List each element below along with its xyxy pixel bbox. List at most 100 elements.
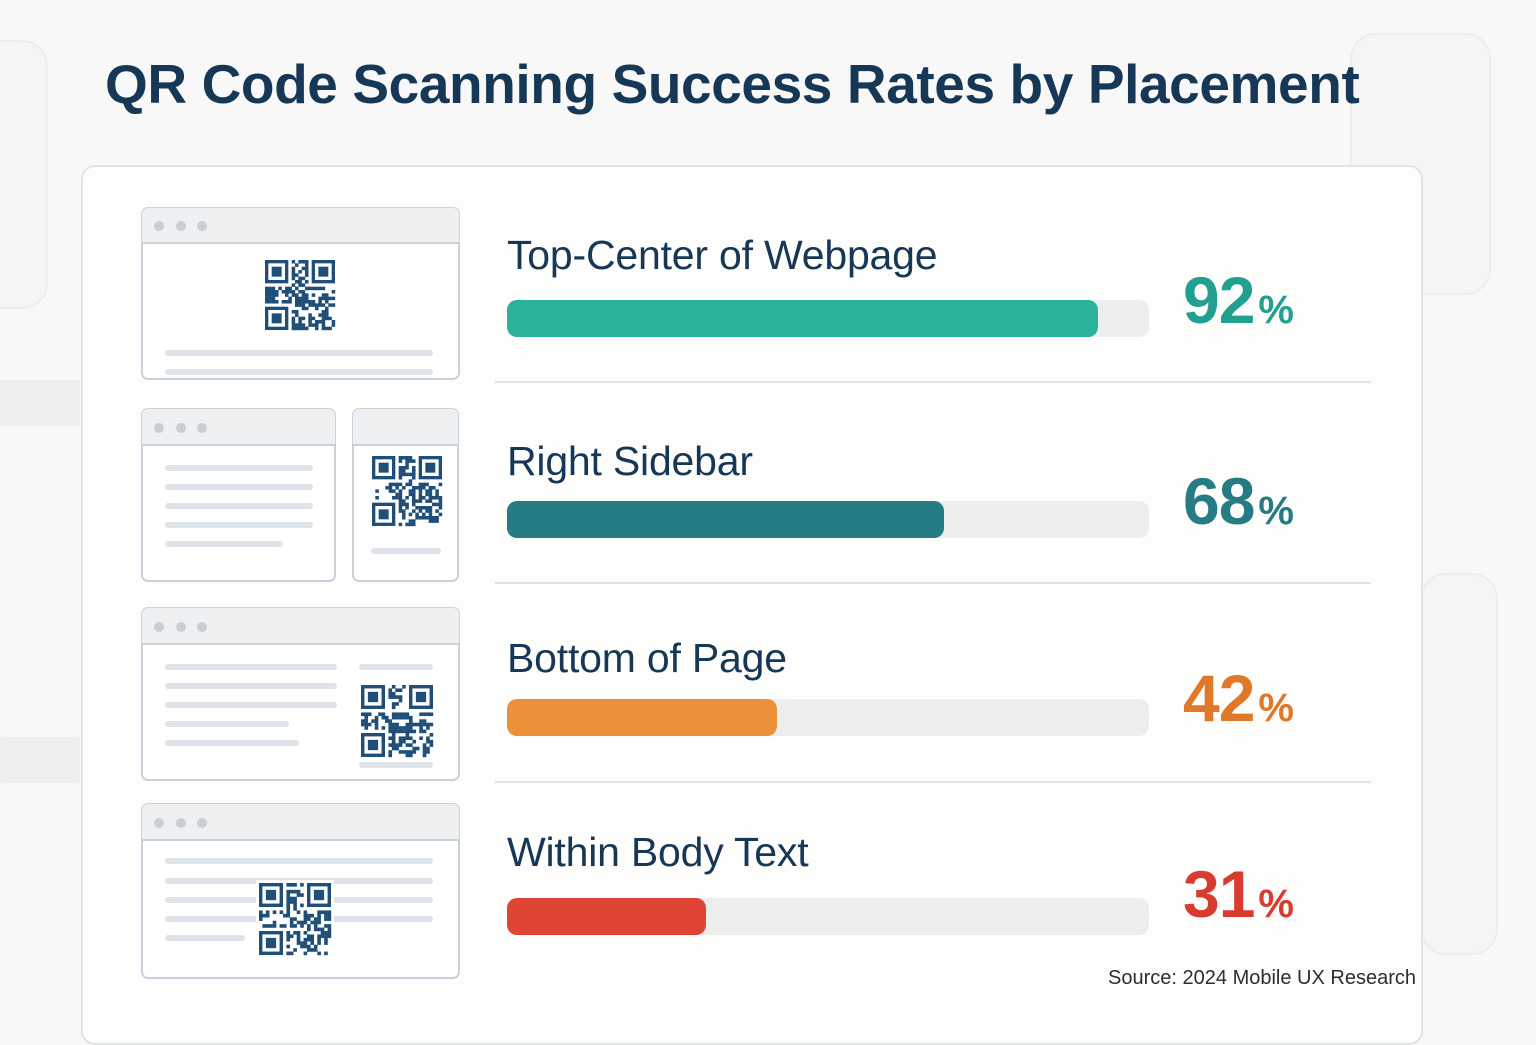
qr-module xyxy=(325,326,329,331)
qr-module xyxy=(286,907,291,911)
qr-module xyxy=(388,489,393,493)
qr-module xyxy=(378,462,389,473)
qr-module xyxy=(435,496,439,500)
qr-right-sidebar-thumbnail-icon xyxy=(141,408,463,589)
qr-module xyxy=(320,910,325,915)
category-label: Bottom of Page xyxy=(507,635,787,681)
qr-module xyxy=(425,509,429,513)
qr-module xyxy=(301,326,306,331)
qr-module xyxy=(395,688,399,693)
qr-module xyxy=(435,489,439,493)
qr-module xyxy=(318,313,322,317)
qr-module xyxy=(318,266,329,277)
qr-module xyxy=(293,889,297,894)
qr-module xyxy=(295,326,299,331)
qr-module xyxy=(428,489,433,493)
qr-module xyxy=(398,476,403,480)
qr-module xyxy=(325,313,329,317)
qr-module xyxy=(286,896,291,901)
qr-module xyxy=(286,934,291,939)
qr-module xyxy=(324,951,328,956)
qr-module xyxy=(303,931,308,935)
qr-module xyxy=(303,913,308,918)
qr-module xyxy=(398,726,403,730)
qr-module xyxy=(298,303,302,307)
qr-module xyxy=(271,290,276,294)
qr-module xyxy=(291,316,296,321)
qr-module xyxy=(429,743,434,747)
qr-module xyxy=(415,486,419,490)
qr-module xyxy=(311,316,316,321)
qr-module xyxy=(415,516,419,520)
qr-module xyxy=(426,736,430,741)
qr-module xyxy=(426,746,430,751)
qr-module xyxy=(301,266,306,271)
qr-module xyxy=(285,300,289,304)
qr-module xyxy=(268,286,272,291)
qr-module xyxy=(398,469,403,473)
qr-module xyxy=(422,712,427,717)
qr-module xyxy=(305,273,309,277)
qr-module xyxy=(408,456,413,460)
qr-module xyxy=(408,492,413,497)
qr-module xyxy=(395,695,399,699)
qr-module xyxy=(391,695,396,699)
qr-module xyxy=(286,893,291,897)
qr-module xyxy=(425,492,429,497)
qr-module xyxy=(422,516,426,520)
qr-module xyxy=(305,326,309,331)
qr-module xyxy=(412,496,416,500)
qr-module xyxy=(388,482,393,487)
row-divider xyxy=(495,582,1371,584)
qr-module xyxy=(265,924,270,928)
qr-module xyxy=(279,924,284,928)
qr-module xyxy=(301,300,306,304)
qr-module xyxy=(422,722,427,727)
qr-module xyxy=(293,883,297,887)
qr-module xyxy=(409,719,413,723)
qr-module xyxy=(385,486,389,490)
qr-module xyxy=(408,482,413,487)
background-phone-right-bottom xyxy=(1420,573,1498,955)
category-label: Right Sidebar xyxy=(507,438,753,484)
qr-module xyxy=(307,948,311,952)
qr-module xyxy=(391,712,396,717)
qr-module xyxy=(325,310,329,314)
qr-module xyxy=(408,512,413,517)
qr-module xyxy=(364,722,369,727)
qr-module xyxy=(425,516,429,520)
qr-module xyxy=(392,496,396,500)
qr-module xyxy=(313,889,325,901)
qr-module xyxy=(268,293,272,297)
qr-module xyxy=(321,310,326,314)
qr-module xyxy=(272,910,277,915)
qr-module xyxy=(412,472,416,477)
qr-module xyxy=(435,502,439,507)
qr-module xyxy=(291,260,296,264)
qr-module xyxy=(391,736,396,741)
qr-module xyxy=(381,726,386,730)
qr-module xyxy=(405,733,410,737)
source-note: Source: 2024 Mobile UX Research xyxy=(1108,967,1416,989)
qr-module xyxy=(328,326,332,331)
qr-module xyxy=(438,496,443,500)
qr-module xyxy=(307,924,311,928)
qr-module xyxy=(381,715,386,720)
qr-module xyxy=(308,286,312,291)
qr-module xyxy=(392,489,396,493)
qr-module xyxy=(412,750,417,754)
qr-module xyxy=(402,472,406,477)
qr-module xyxy=(321,296,326,301)
qr-module xyxy=(265,290,269,294)
qr-module xyxy=(291,293,296,297)
qr-module xyxy=(307,934,311,939)
qr-module xyxy=(418,516,423,520)
qr-module xyxy=(409,743,413,747)
qr-module xyxy=(405,506,409,510)
qr-module xyxy=(298,276,302,281)
qr-module xyxy=(435,516,439,520)
qr-module xyxy=(408,489,413,493)
qr-module xyxy=(288,286,292,291)
qr-module xyxy=(398,492,403,497)
qr-in-body-thumbnail-icon xyxy=(141,803,463,986)
